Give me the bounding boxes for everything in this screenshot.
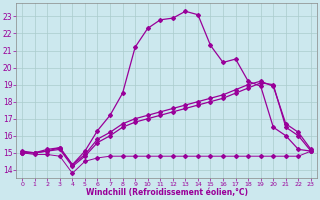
X-axis label: Windchill (Refroidissement éolien,°C): Windchill (Refroidissement éolien,°C) xyxy=(85,188,248,197)
